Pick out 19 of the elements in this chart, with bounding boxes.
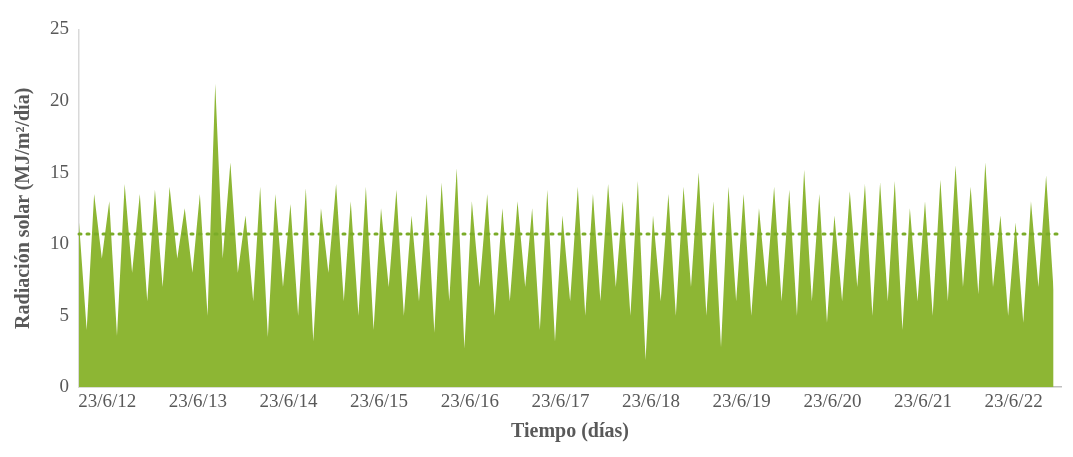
x-tick-label: 23/6/22 [984,389,1043,411]
x-tick-label: 23/6/20 [803,389,862,411]
y-tick-label: 25 [50,17,69,39]
y-tick-label: 20 [50,88,69,110]
x-tick-label: 23/6/12 [78,389,137,411]
x-tick-label: 23/6/17 [531,389,590,411]
y-tick-label: 5 [59,303,69,325]
x-tick-label: 23/6/21 [893,389,953,411]
x-axis-title: Tiempo (días) [511,419,629,443]
x-tick-label: 23/6/13 [168,389,227,411]
x-tick-label: 23/6/14 [259,389,318,411]
y-tick-label: 0 [59,375,69,397]
x-tick-label: 23/6/15 [350,389,409,411]
x-tick-label: 23/6/18 [622,389,681,411]
x-tick-label: 23/6/19 [712,389,771,411]
y-tick-label: 15 [50,160,69,182]
y-tick-label: 10 [50,232,69,254]
x-tick-label: 23/6/16 [440,389,499,411]
y-axis-title: Radiación solar (MJ/m²/día) [11,87,35,329]
